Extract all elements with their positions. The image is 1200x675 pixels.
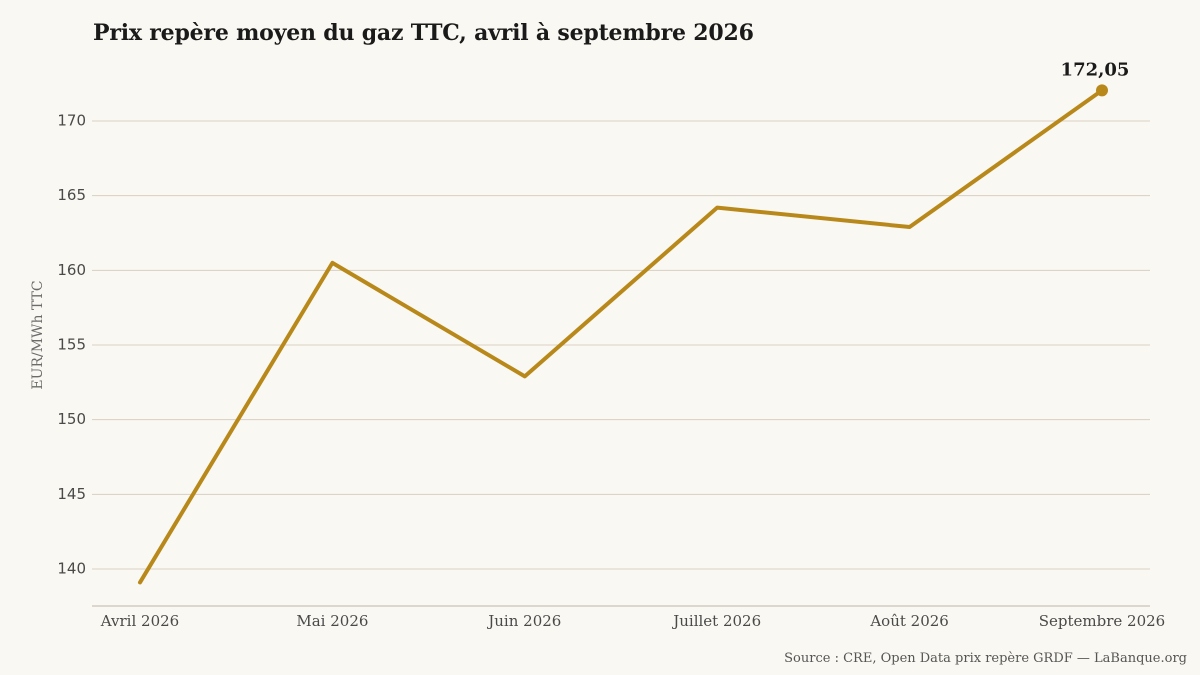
chart-title: Prix repère moyen du gaz TTC, avril à se… [93, 20, 754, 46]
y-tick-label: 150 [57, 410, 86, 428]
y-tick-label: 155 [57, 336, 86, 354]
series-line [138, 88, 1104, 585]
y-axis: 140 145 150 155 160 165 170 [57, 112, 86, 578]
end-value-label: 172,05 [1061, 59, 1130, 80]
x-tick-label: Mai 2026 [296, 612, 368, 630]
x-tick-label: Septembre 2026 [1039, 612, 1165, 630]
x-tick-label: Avril 2026 [100, 612, 179, 630]
x-tick-label: Juillet 2026 [671, 612, 761, 630]
x-tick-label: Juin 2026 [486, 612, 561, 630]
y-tick-label: 165 [57, 186, 86, 204]
y-tick-label: 160 [57, 261, 86, 279]
end-point-marker [1096, 84, 1108, 97]
y-tick-label: 140 [57, 560, 86, 578]
x-tick-label: Août 2026 [869, 612, 949, 630]
source-note: Source : CRE, Open Data prix repère GRDF… [784, 651, 1187, 666]
y-tick-label: 145 [57, 485, 86, 503]
y-tick-label: 170 [57, 112, 86, 130]
x-axis: Avril 2026 Mai 2026 Juin 2026 Juillet 2026 A… [100, 612, 1165, 630]
gridlines [92, 120, 1150, 570]
